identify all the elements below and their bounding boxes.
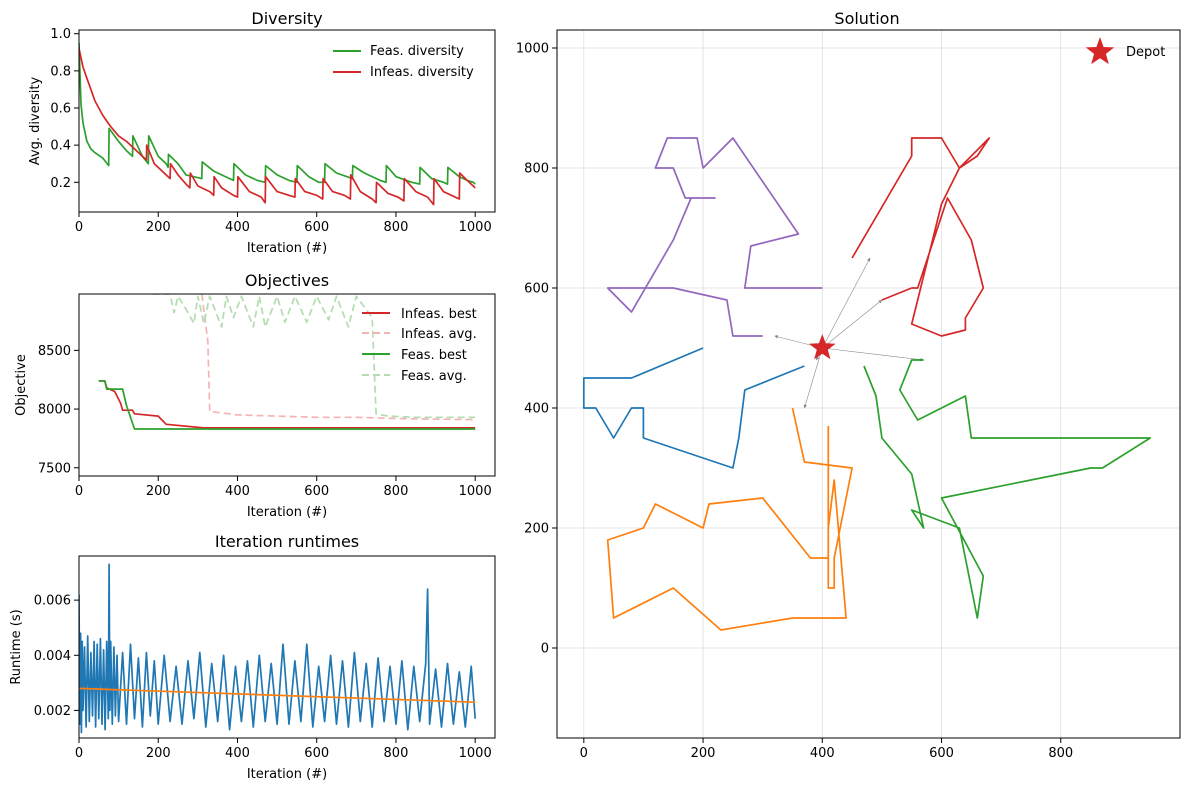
series-group bbox=[79, 42, 476, 206]
legend-label-feas-best: Feas. best bbox=[401, 348, 467, 363]
x-tick-label: 400 bbox=[225, 484, 250, 499]
legend-label-infeas-avg: Infeas. avg. bbox=[401, 327, 477, 342]
objectives-title: Objectives bbox=[245, 271, 329, 290]
objectives-ylabel: Objective bbox=[14, 354, 29, 416]
legend-label-infeas-diversity: Infeas. diversity bbox=[370, 65, 474, 80]
y-tick-label: 0.8 bbox=[50, 64, 71, 79]
y-tick-label: 400 bbox=[524, 402, 549, 417]
runtimes-title: Iteration runtimes bbox=[215, 532, 359, 551]
x-tick-label: 800 bbox=[1048, 746, 1073, 761]
series-line-feas-diversity bbox=[79, 42, 476, 185]
y-tick-label: 0 bbox=[541, 642, 549, 657]
x-tick-label: 600 bbox=[304, 746, 329, 761]
objectives-xlabel: Iteration (#) bbox=[247, 505, 327, 520]
series-line-feas-avg bbox=[152, 294, 476, 419]
legend-label-depot: Depot bbox=[1126, 45, 1165, 60]
route-start-arrow bbox=[822, 299, 883, 349]
x-tick-label: 800 bbox=[384, 746, 409, 761]
y-tick-label: 0.004 bbox=[34, 649, 71, 664]
x-tick-label: 1000 bbox=[459, 484, 492, 499]
runtimes-panel: Iteration runtimes 0 200 400 600 800 1000 0.00… bbox=[9, 532, 496, 782]
x-tick-label: 0 bbox=[580, 746, 588, 761]
x-tick-label: 600 bbox=[929, 746, 954, 761]
legend-label-feas-avg: Feas. avg. bbox=[401, 369, 467, 384]
y-tick-label: 0.2 bbox=[50, 176, 71, 191]
series-group bbox=[98, 294, 476, 430]
series-line-runtime bbox=[79, 563, 477, 734]
route-start-arrow bbox=[822, 257, 871, 349]
x-tick-label: 200 bbox=[691, 746, 716, 761]
diversity-plot: 0 200 400 600 800 1000 0.2 0.4 0.6 0.8 1.0 bbox=[50, 27, 491, 235]
x-tick-label: 200 bbox=[146, 746, 171, 761]
diversity-panel: Diversity 0 200 400 600 800 1000 0.2 0.4 0.6 0.8 1… bbox=[28, 9, 496, 256]
x-tick-label: 600 bbox=[304, 220, 329, 235]
x-tick-label: 1000 bbox=[459, 746, 492, 761]
x-tick-label: 600 bbox=[304, 484, 329, 499]
objectives-plot: 0 200 400 600 800 1000 7500 8000 8500 bbox=[38, 294, 492, 499]
x-tick-label: 0 bbox=[75, 746, 83, 761]
runtimes-plot: 0 200 400 600 800 1000 0.002 0.004 0.006 bbox=[34, 563, 492, 761]
route-blue bbox=[582, 347, 805, 469]
legend-label-infeas-best: Infeas. best bbox=[401, 307, 477, 322]
x-tick-label: 200 bbox=[146, 484, 171, 499]
series-line-infeas-avg bbox=[200, 294, 476, 421]
x-tick-label: 0 bbox=[75, 484, 83, 499]
objectives-frame bbox=[78, 293, 496, 477]
y-tick-label: 200 bbox=[524, 522, 549, 537]
diversity-xlabel: Iteration (#) bbox=[247, 241, 327, 256]
diversity-title: Diversity bbox=[251, 9, 322, 28]
solution-panel: Solution 0 200 400 600 80002004006008001000 … bbox=[516, 9, 1181, 761]
series-line-infeas-best bbox=[98, 380, 476, 429]
route-orange bbox=[606, 407, 853, 631]
solution-title: Solution bbox=[834, 9, 899, 28]
routes-group bbox=[582, 137, 1152, 631]
runtimes-xlabel: Iteration (#) bbox=[247, 767, 327, 782]
x-tick-label: 400 bbox=[225, 746, 250, 761]
y-tick-label: 8000 bbox=[38, 403, 71, 418]
y-tick-label: 0.006 bbox=[34, 594, 71, 609]
y-tick-label: 0.002 bbox=[34, 704, 71, 719]
y-tick-label: 800 bbox=[524, 162, 549, 177]
runtimes-frame bbox=[78, 555, 496, 739]
solution-frame bbox=[556, 29, 1181, 739]
solution-legend: Depot bbox=[1085, 37, 1165, 65]
solution-plot: 0 200 400 600 800 0 200 400 600 800 1000 bbox=[516, 30, 1180, 761]
diversity-legend: Feas. diversity Infeas. diversity bbox=[333, 44, 474, 80]
x-tick-label: 0 bbox=[75, 220, 83, 235]
x-tick-label: 1000 bbox=[459, 220, 492, 235]
y-tick-label: 7500 bbox=[38, 461, 71, 476]
legend-depot-star-icon bbox=[1085, 37, 1115, 65]
y-tick-label: 600 bbox=[524, 282, 549, 297]
series-line-infeas-diversity bbox=[79, 48, 476, 206]
y-tick-label: 0.4 bbox=[50, 139, 71, 154]
diversity-frame bbox=[78, 29, 496, 213]
x-tick-label: 800 bbox=[384, 220, 409, 235]
route-start-arrow bbox=[803, 347, 823, 409]
y-tick-label: 0.6 bbox=[50, 102, 71, 117]
route-purple bbox=[606, 137, 823, 337]
y-tick-label: 8500 bbox=[38, 344, 71, 359]
x-tick-label: 200 bbox=[146, 220, 171, 235]
route-start-arrow bbox=[822, 347, 925, 362]
diversity-ylabel: Avg. diversity bbox=[28, 76, 43, 165]
series-line-feas-best bbox=[98, 380, 476, 430]
route-red bbox=[851, 137, 991, 337]
legend-label-feas-diversity: Feas. diversity bbox=[370, 44, 464, 59]
route-green bbox=[863, 359, 1152, 619]
x-tick-label: 400 bbox=[225, 220, 250, 235]
series-group bbox=[79, 563, 477, 734]
x-tick-label: 400 bbox=[810, 746, 835, 761]
runtimes-ylabel: Runtime (s) bbox=[9, 609, 24, 684]
y-tick-label: 1000 bbox=[516, 42, 549, 57]
series-line-trend bbox=[79, 687, 476, 704]
x-tick-label: 800 bbox=[384, 484, 409, 499]
objectives-panel: Objectives 0 200 400 600 800 1000 7500 8000 8500… bbox=[14, 271, 496, 520]
depot-star-icon bbox=[809, 334, 836, 360]
y-tick-label: 1.0 bbox=[50, 27, 71, 42]
objectives-legend: Infeas. best Infeas. avg. Feas. best Fea… bbox=[362, 307, 477, 384]
